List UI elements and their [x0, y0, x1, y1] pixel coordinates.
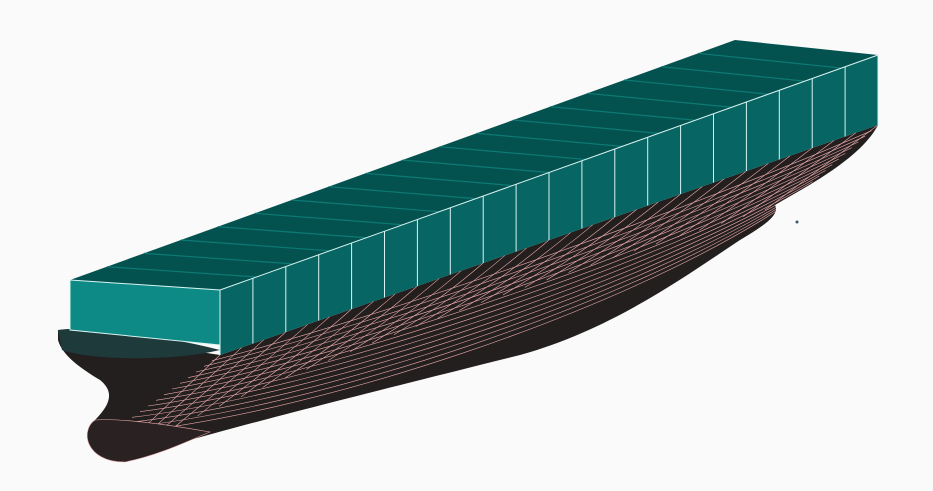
- deck-bay-line: [254, 212, 403, 226]
- hull-station-line: [590, 186, 703, 266]
- deck-bay-line: [476, 132, 623, 147]
- hull-station-line: [371, 262, 484, 344]
- stray-point-marker: [795, 220, 799, 224]
- hull-station-line: [742, 132, 857, 217]
- deck-bay-line: [291, 199, 440, 213]
- container-stack: [69, 40, 879, 355]
- hull: [58, 125, 878, 463]
- hull-station-line: [459, 232, 572, 311]
- hull-waterline: [131, 187, 807, 418]
- hull-waterline: [107, 204, 787, 435]
- deck-bay-line: [587, 92, 732, 108]
- deck-bay-line: [402, 159, 550, 174]
- deck-bay-line: [661, 66, 805, 82]
- hull-station-line: [328, 278, 440, 361]
- hull-station-line: [612, 178, 725, 259]
- hull-station-line: [350, 270, 462, 353]
- hull-station-line: [175, 331, 287, 427]
- hull-stern-flat: [58, 328, 220, 359]
- hull-station-line: [502, 216, 615, 296]
- deck-top-surface: [70, 40, 878, 290]
- hull-station-line: [240, 308, 352, 398]
- hull-station-line: [721, 140, 835, 224]
- deck-bay-line: [328, 186, 476, 200]
- hull-station-line: [655, 163, 769, 245]
- hull-waterline: [139, 181, 813, 412]
- hull-station-line: [415, 247, 528, 327]
- hull-waterline: [115, 198, 794, 429]
- hull-waterline: [171, 158, 839, 390]
- hull-station-line: [262, 301, 374, 388]
- deck-bay-line: [143, 252, 294, 265]
- hull-station-line: [677, 155, 791, 238]
- deck-bay-line: [217, 226, 367, 239]
- hull-station-line: [568, 193, 681, 273]
- hull-station-line: [546, 201, 659, 281]
- hull-waterline: [123, 192, 800, 424]
- hull-station-line: [306, 285, 418, 370]
- hull-waterline: [179, 153, 846, 384]
- deck-bay-line: [180, 239, 330, 252]
- hull-station-line: [633, 170, 747, 252]
- bulbous-bow: [87, 419, 212, 463]
- deck-bay-line: [550, 106, 696, 121]
- deck-bay-line: [697, 52, 842, 69]
- hull-station-line: [393, 255, 506, 336]
- hull-waterline: [195, 141, 859, 373]
- hull-station-line: [764, 125, 878, 211]
- deck-bay-line: [513, 119, 659, 134]
- hull-mesh-lines: [107, 125, 878, 461]
- hull-station-line: [481, 224, 594, 303]
- hull-station-line: [284, 293, 396, 379]
- deck-bay-line: [106, 266, 257, 278]
- hull-waterline: [163, 164, 833, 395]
- deck-bay-line: [365, 172, 513, 187]
- hull-station-line: [437, 239, 550, 319]
- deck-bay-line: [624, 79, 769, 95]
- hull-station-line: [524, 209, 637, 288]
- deck-bay-lines: [106, 52, 842, 278]
- hull-station-line: [218, 316, 330, 407]
- hull-waterline: [147, 175, 820, 407]
- hull-waterline: [187, 147, 852, 378]
- deck-bay-line: [439, 146, 586, 161]
- hull-waterline: [203, 136, 866, 367]
- hull-waterline: [211, 130, 872, 361]
- hull-station-line: [699, 147, 813, 231]
- hull-station-line: [197, 324, 308, 417]
- container-top-edge: [219, 54, 879, 291]
- container-side-bays: [219, 54, 879, 355]
- hull-waterline: [155, 170, 826, 401]
